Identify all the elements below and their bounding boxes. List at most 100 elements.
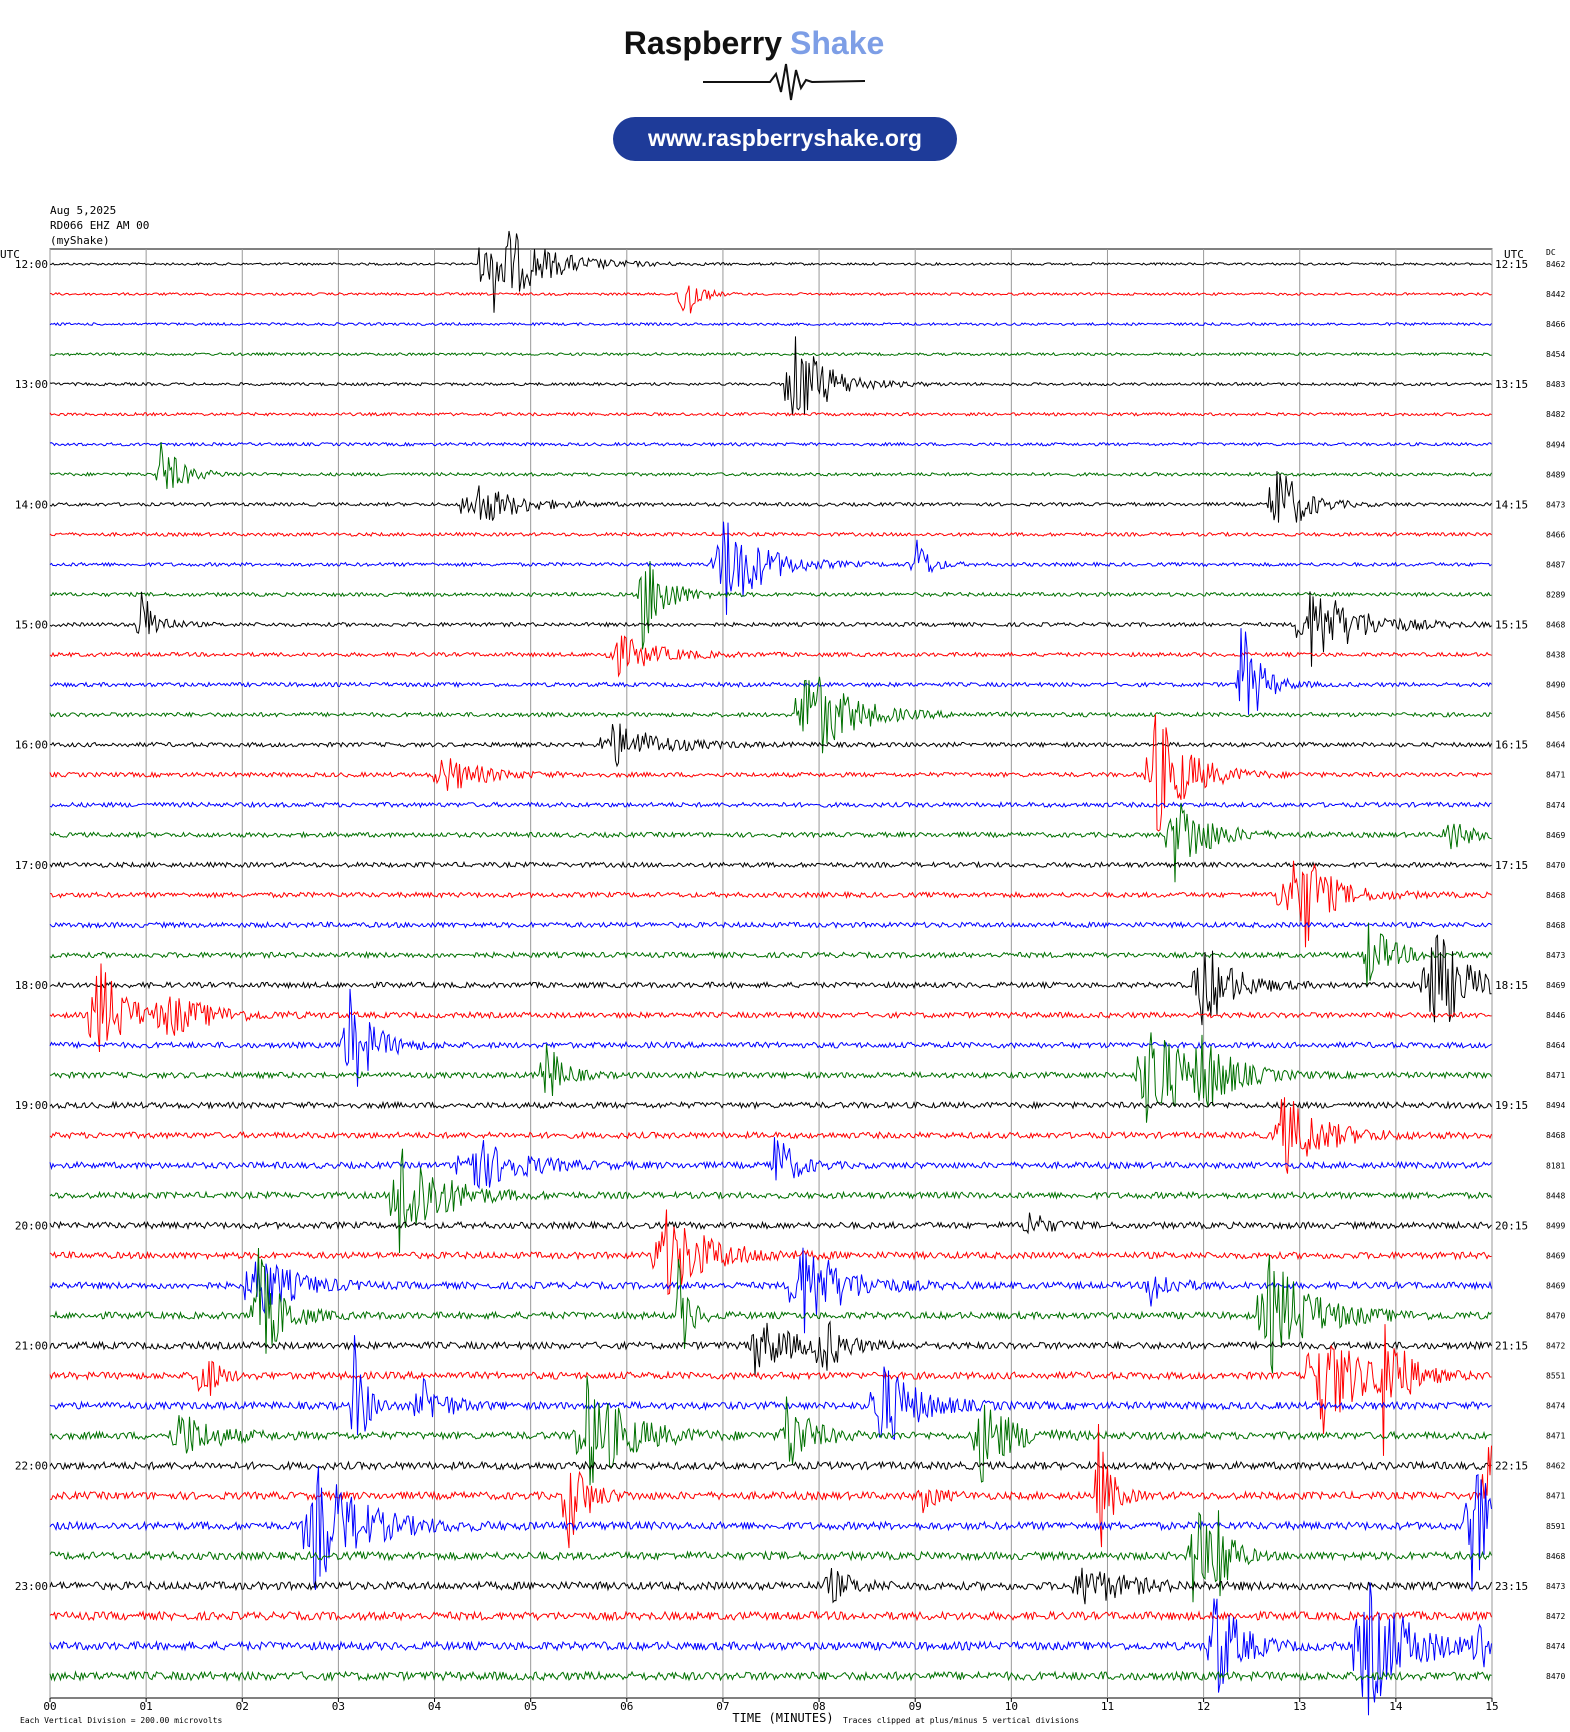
station: RD066 EHZ AM 00 — [50, 219, 149, 232]
dc-value: 8551 — [1546, 1372, 1565, 1381]
dc-value: 8289 — [1546, 590, 1565, 599]
x-tick-label: 01 — [140, 1700, 153, 1713]
dc-value: 8469 — [1546, 981, 1565, 990]
url[interactable]: www.raspberryshake.org — [647, 125, 922, 151]
trace — [49, 351, 1492, 357]
dc-value: 8462 — [1546, 260, 1565, 269]
dc-value: 8181 — [1546, 1161, 1565, 1170]
trace — [49, 1032, 1492, 1123]
logo-word: Shake — [790, 25, 884, 61]
trace — [49, 1324, 1492, 1456]
dc-value: 8473 — [1546, 500, 1565, 509]
trace — [49, 934, 1492, 1026]
dc-value: 8473 — [1546, 1582, 1565, 1591]
dc-value: 8471 — [1546, 1432, 1565, 1441]
dc-value: 8499 — [1546, 1221, 1565, 1230]
hour-label: 13:00 — [15, 378, 48, 391]
dc-value: 8470 — [1546, 1311, 1565, 1320]
hour-label-right: 16:15 — [1495, 739, 1528, 752]
x-axis-title: TIME (MINUTES) — [732, 1711, 833, 1725]
dc-value: 8464 — [1546, 1041, 1565, 1050]
hour-label: 21:00 — [15, 1340, 48, 1353]
dc-value: 8474 — [1546, 1642, 1565, 1651]
trace — [49, 1097, 1492, 1174]
trace — [49, 1209, 1492, 1296]
hour-label-right: 20:15 — [1495, 1219, 1528, 1232]
dc-value: 8468 — [1546, 921, 1565, 930]
hour-label: 17:00 — [15, 859, 48, 872]
trace — [49, 714, 1492, 832]
dc-value: 8470 — [1546, 861, 1565, 870]
dc-value: 8494 — [1546, 440, 1565, 449]
dc-value: 8454 — [1546, 350, 1565, 359]
dc-value: 8466 — [1546, 320, 1565, 329]
source: (myShake) — [50, 234, 110, 247]
trace — [49, 285, 1492, 314]
trace — [49, 676, 1492, 754]
trace — [49, 963, 1492, 1053]
dc-title: DC — [1546, 248, 1556, 257]
x-tick-label: 00 — [43, 1700, 56, 1713]
dc-value: 8456 — [1546, 711, 1565, 720]
logo-squiggle — [703, 63, 866, 101]
dc-value: 8591 — [1546, 1522, 1565, 1531]
hour-label-right: 19:15 — [1495, 1099, 1528, 1112]
hour-label-right: 12:15 — [1495, 258, 1528, 271]
hour-label: 16:00 — [15, 739, 48, 752]
hour-label: 14:00 — [15, 498, 48, 511]
dc-value: 8468 — [1546, 891, 1565, 900]
hour-label-right: 17:15 — [1495, 859, 1528, 872]
dc-value: 8471 — [1546, 1071, 1565, 1080]
x-tick-label: 15 — [1485, 1700, 1498, 1713]
dc-value: 8446 — [1546, 1011, 1565, 1020]
dc-value: 8448 — [1546, 1191, 1565, 1200]
footer-scale: Each Vertical Division = 200.00 microvol… — [20, 1716, 222, 1725]
dc-value: 8471 — [1546, 1492, 1565, 1501]
trace — [49, 1148, 1492, 1254]
hour-label: 23:00 — [15, 1580, 48, 1593]
x-tick-label: 12 — [1197, 1700, 1210, 1713]
trace — [49, 803, 1492, 883]
trace — [49, 860, 1492, 948]
x-tick-label: 09 — [909, 1700, 922, 1713]
x-tick-label: 14 — [1389, 1700, 1403, 1713]
trace — [49, 1137, 1492, 1190]
trace — [50, 230, 1492, 313]
hour-label-right: 23:15 — [1495, 1580, 1528, 1593]
x-tick-label: 10 — [1005, 1700, 1018, 1713]
trace — [49, 920, 1492, 929]
left-axis-title: UTC — [0, 248, 20, 261]
dc-value: 8473 — [1546, 951, 1565, 960]
hour-label: 12:00 — [15, 258, 48, 271]
trace — [49, 1460, 1492, 1472]
dc-value: 8483 — [1546, 380, 1565, 389]
dc-value: 8464 — [1546, 741, 1565, 750]
url-pill[interactable] — [613, 117, 957, 161]
dc-value: 8471 — [1546, 771, 1565, 780]
trace — [49, 471, 1492, 523]
trace — [49, 1100, 1492, 1110]
hour-label-right: 14:15 — [1495, 498, 1528, 511]
dc-value: 8490 — [1546, 681, 1565, 690]
dc-value: 8470 — [1546, 1672, 1565, 1681]
dc-value: 8487 — [1546, 560, 1565, 569]
x-tick-label: 02 — [236, 1700, 249, 1713]
footer-clip: Traces clipped at plus/minus 5 vertical … — [843, 1716, 1079, 1725]
trace — [49, 1610, 1492, 1622]
trace — [49, 1567, 1492, 1605]
dc-value: 8438 — [1546, 651, 1565, 660]
trace — [49, 411, 1492, 417]
trace — [49, 521, 1492, 615]
hour-label: 20:00 — [15, 1219, 48, 1232]
trace — [49, 801, 1492, 809]
dc-value: 8468 — [1546, 621, 1565, 630]
dc-value: 8468 — [1546, 1131, 1565, 1140]
hour-label: 18:00 — [15, 979, 48, 992]
trace — [49, 1582, 1492, 1716]
dc-value: 8494 — [1546, 1101, 1565, 1110]
dc-value: 8469 — [1546, 831, 1565, 840]
dc-value: 8474 — [1546, 801, 1565, 810]
dc-value: 8472 — [1546, 1612, 1565, 1621]
dc-value: 8468 — [1546, 1552, 1565, 1561]
